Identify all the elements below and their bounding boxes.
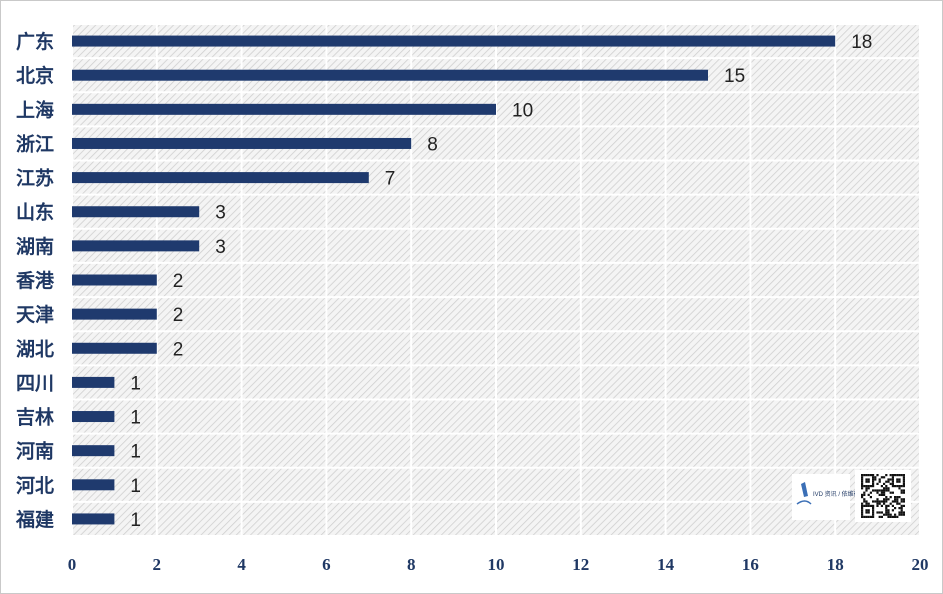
x-axis-ticks: 0 2 4 6 8 10 12 14 16 18 20 xyxy=(68,555,929,574)
data-labels: 18 15 10 8 7 3 3 2 2 2 1 1 1 1 1 xyxy=(130,32,872,531)
x-tick-label: 8 xyxy=(407,555,416,574)
bar xyxy=(72,137,412,149)
category-label: 北京 xyxy=(16,64,54,87)
x-tick-label: 14 xyxy=(657,555,675,574)
category-label: 河北 xyxy=(16,475,54,497)
bar xyxy=(72,274,157,286)
x-tick-label: 18 xyxy=(827,555,844,574)
bar xyxy=(72,69,708,81)
x-tick-label: 0 xyxy=(68,555,77,574)
bar xyxy=(72,35,836,47)
category-label: 浙江 xyxy=(16,132,54,155)
data-label: 1 xyxy=(130,476,141,497)
category-label: 四川 xyxy=(16,372,54,394)
data-label: 3 xyxy=(215,203,226,224)
bar xyxy=(72,342,157,354)
data-label: 2 xyxy=(173,339,184,360)
data-label: 1 xyxy=(130,442,141,463)
x-tick-label: 2 xyxy=(153,555,162,574)
qr-code-icon xyxy=(861,474,905,518)
category-label: 山东 xyxy=(16,201,54,224)
category-label: 湖北 xyxy=(16,338,54,360)
bar xyxy=(72,206,200,218)
watermark-logo-text: IVD 资讯 / 依维德资讯 xyxy=(813,490,872,498)
category-label: 福建 xyxy=(15,508,54,531)
data-label: 18 xyxy=(851,32,872,53)
x-tick-label: 12 xyxy=(572,555,589,574)
watermark: IVD 资讯 / 依维德资讯 xyxy=(792,470,911,522)
category-label: 江苏 xyxy=(16,167,54,190)
data-label: 3 xyxy=(215,237,226,258)
x-tick-label: 16 xyxy=(742,555,759,574)
data-label: 2 xyxy=(173,305,184,326)
category-label: 吉林 xyxy=(16,406,54,429)
data-label: 7 xyxy=(385,169,396,190)
data-label: 1 xyxy=(130,510,141,531)
category-label: 湖南 xyxy=(16,236,54,258)
bar xyxy=(72,308,157,320)
data-label: 2 xyxy=(173,271,184,292)
x-tick-label: 4 xyxy=(237,555,246,574)
bar xyxy=(72,513,115,525)
data-label: 1 xyxy=(130,373,141,394)
category-label: 香港 xyxy=(15,270,55,292)
x-tick-label: 20 xyxy=(912,555,929,574)
bar xyxy=(72,411,115,423)
category-label: 上海 xyxy=(16,98,54,121)
data-label: 1 xyxy=(130,408,141,429)
bar xyxy=(72,445,115,457)
category-label: 天津 xyxy=(16,303,54,326)
watermark-logo-box xyxy=(792,474,850,520)
category-label: 河南 xyxy=(16,441,54,463)
x-tick-label: 6 xyxy=(322,555,331,574)
category-label: 广东 xyxy=(16,30,54,53)
bar xyxy=(72,376,115,388)
bar xyxy=(72,479,115,491)
bar xyxy=(72,240,200,252)
x-tick-label: 10 xyxy=(488,555,505,574)
data-label: 15 xyxy=(724,66,745,87)
bars xyxy=(72,35,836,525)
data-label: 8 xyxy=(427,134,438,155)
bar xyxy=(72,103,496,115)
bar xyxy=(72,172,369,184)
data-label: 10 xyxy=(512,100,533,121)
microscope-icon xyxy=(796,482,812,505)
